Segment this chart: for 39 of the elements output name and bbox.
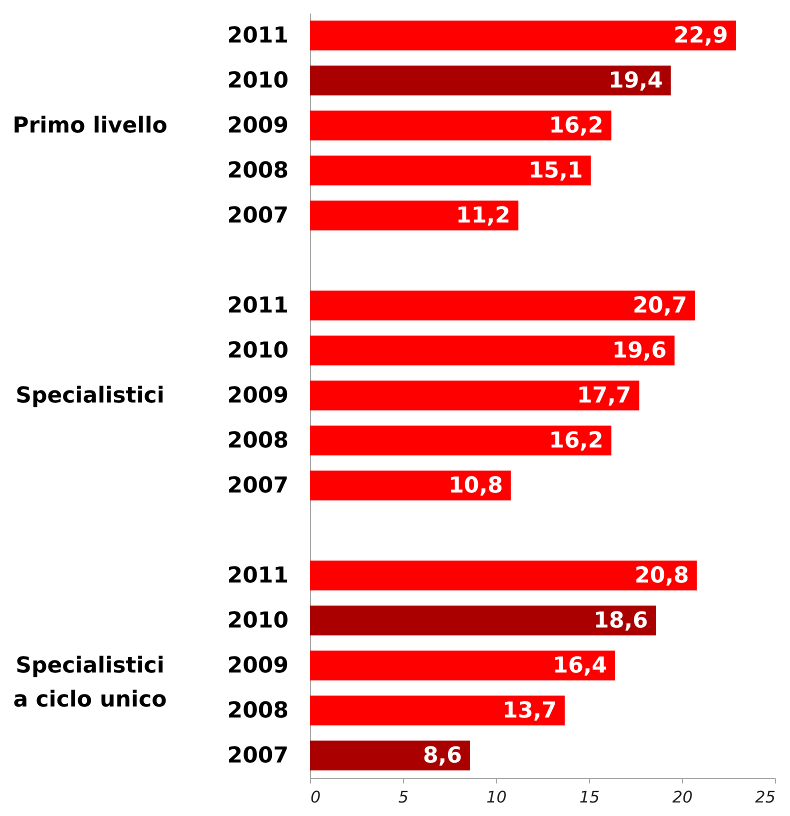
data-label: 11,2 <box>456 204 510 228</box>
data-label: 8,6 <box>422 744 462 768</box>
data-label: 20,8 <box>634 564 689 588</box>
y-tick-label: 2010 <box>227 338 288 364</box>
y-tick-label: 2008 <box>227 698 288 724</box>
y-tick-label: 2011 <box>227 564 288 588</box>
data-label: 19,6 <box>612 338 667 364</box>
data-label: 10,8 <box>448 474 503 498</box>
data-label: 22,9 <box>674 24 728 48</box>
y-tick-label: 2010 <box>227 608 288 634</box>
data-label: 17,7 <box>576 384 632 408</box>
data-label: 13,7 <box>502 698 557 724</box>
y-tick-label: 2007 <box>227 204 288 228</box>
data-label: 16,2 <box>549 114 604 138</box>
x-tick-label: 5 <box>398 788 409 806</box>
y-tick-label: 2009 <box>227 114 288 138</box>
y-tick-label: 2011 <box>227 24 288 48</box>
y-tick-label: 2009 <box>227 654 288 678</box>
x-tick-label: 10 <box>486 788 507 806</box>
y-tick-label: 2011 <box>227 294 288 318</box>
y-tick-label: 2007 <box>227 474 288 498</box>
data-label: 19,4 <box>608 68 663 94</box>
y-tick-label: 2010 <box>227 68 288 94</box>
y-tick-label: 2008 <box>227 428 288 454</box>
text: Specialistici <box>16 384 164 408</box>
x-tick-label: 0 <box>310 788 321 806</box>
data-label: 16,2 <box>549 428 604 454</box>
x-tick-label: 15 <box>579 788 600 806</box>
y-tick-label: 2009 <box>227 384 288 408</box>
x-tick-label: 20 <box>672 788 693 806</box>
data-label: 20,7 <box>632 294 688 318</box>
text: Primo livello <box>12 114 168 138</box>
y-tick-label: 2007 <box>227 744 288 768</box>
text: Specialistici a ciclo unico <box>13 654 167 712</box>
data-label: 16,4 <box>552 654 608 678</box>
x-tick-label: 25 <box>755 788 776 806</box>
data-label: 15,1 <box>528 158 583 184</box>
y-tick-label: 2008 <box>227 158 288 184</box>
data-label: 18,6 <box>594 608 648 634</box>
